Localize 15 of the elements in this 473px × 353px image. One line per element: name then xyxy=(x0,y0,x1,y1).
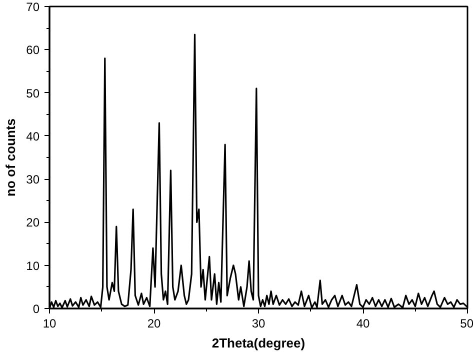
y-axis-title: no of counts xyxy=(3,118,18,196)
y-tick-label: 20 xyxy=(26,216,40,230)
y-tick-label: 70 xyxy=(26,0,40,14)
y-tick-label: 60 xyxy=(26,43,40,58)
y-tick-label: 50 xyxy=(26,86,40,100)
x-tick-label: 40 xyxy=(356,316,370,330)
x-tick-label: 20 xyxy=(147,316,161,330)
y-tick-label: 0 xyxy=(32,302,40,316)
x-tick-label: 10 xyxy=(42,316,56,330)
x-tick-label: 50 xyxy=(460,316,473,330)
x-axis-title: 2Theta(degree) xyxy=(212,336,306,350)
y-tick-label: 10 xyxy=(26,258,40,273)
x-tick-label: 30 xyxy=(252,316,266,330)
y-tick-label: 40 xyxy=(26,129,40,144)
y-tick-label: 30 xyxy=(26,172,40,187)
